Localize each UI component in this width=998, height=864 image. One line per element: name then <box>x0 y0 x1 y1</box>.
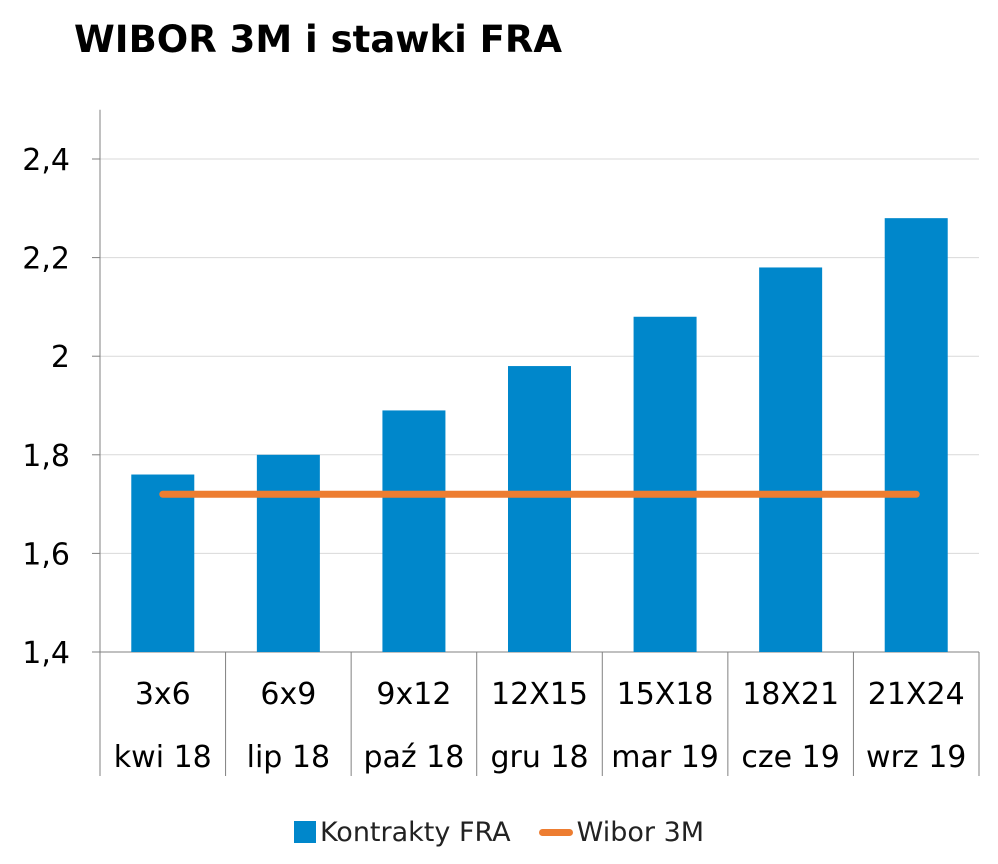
x-category-label: 15X18 <box>617 677 714 712</box>
legend-label-bar: Kontrakty FRA <box>319 816 511 848</box>
legend-label-line: Wibor 3M <box>576 816 705 848</box>
bar <box>759 267 823 652</box>
x-category-label: 18X21 <box>742 677 839 712</box>
x-category-label: 3x6 <box>135 677 191 712</box>
x-category-label: 9x12 <box>376 677 451 712</box>
bar <box>633 316 697 652</box>
y-tick-label: 1,6 <box>22 537 70 572</box>
y-tick-label: 1,4 <box>22 636 70 671</box>
x-category-label: 12X15 <box>491 677 588 712</box>
x-date-label: wrz 19 <box>866 740 966 775</box>
y-tick-labels: 1,4 1,6 1,8 2 2,2 2,4 <box>22 143 70 671</box>
y-tick-label: 1,8 <box>22 439 70 474</box>
x-date-label: paź 18 <box>363 740 464 775</box>
chart-title: WIBOR 3M i stawki FRA <box>74 18 563 61</box>
bar <box>382 410 446 652</box>
legend: Kontrakty FRA Wibor 3M <box>0 812 998 852</box>
bar <box>884 218 948 652</box>
x-date-label: gru 18 <box>490 740 588 775</box>
x-date-label: cze 19 <box>741 740 839 775</box>
x-category-label: 6x9 <box>260 677 316 712</box>
y-tick-label: 2,4 <box>22 143 70 178</box>
legend-item-bar[interactable]: Kontrakty FRA <box>293 816 511 848</box>
y-tick-label: 2,2 <box>22 242 70 277</box>
bar <box>131 474 195 652</box>
x-category-labels: 3x6 kwi 18 6x9 lip 18 9x12 paź 18 12X15 gru 18 1… <box>114 677 967 775</box>
legend-item-line[interactable]: Wibor 3M <box>538 816 705 848</box>
legend-swatch-line <box>538 828 573 836</box>
bar <box>256 454 320 652</box>
bar-series <box>131 218 948 652</box>
x-date-label: lip 18 <box>247 740 330 775</box>
x-date-label: mar 19 <box>611 740 719 775</box>
bar <box>508 366 571 652</box>
x-category-label: 21X24 <box>868 677 965 712</box>
x-date-label: kwi 18 <box>114 740 212 775</box>
legend-swatch-bar <box>293 821 316 843</box>
y-tick-label: 2 <box>51 340 70 375</box>
